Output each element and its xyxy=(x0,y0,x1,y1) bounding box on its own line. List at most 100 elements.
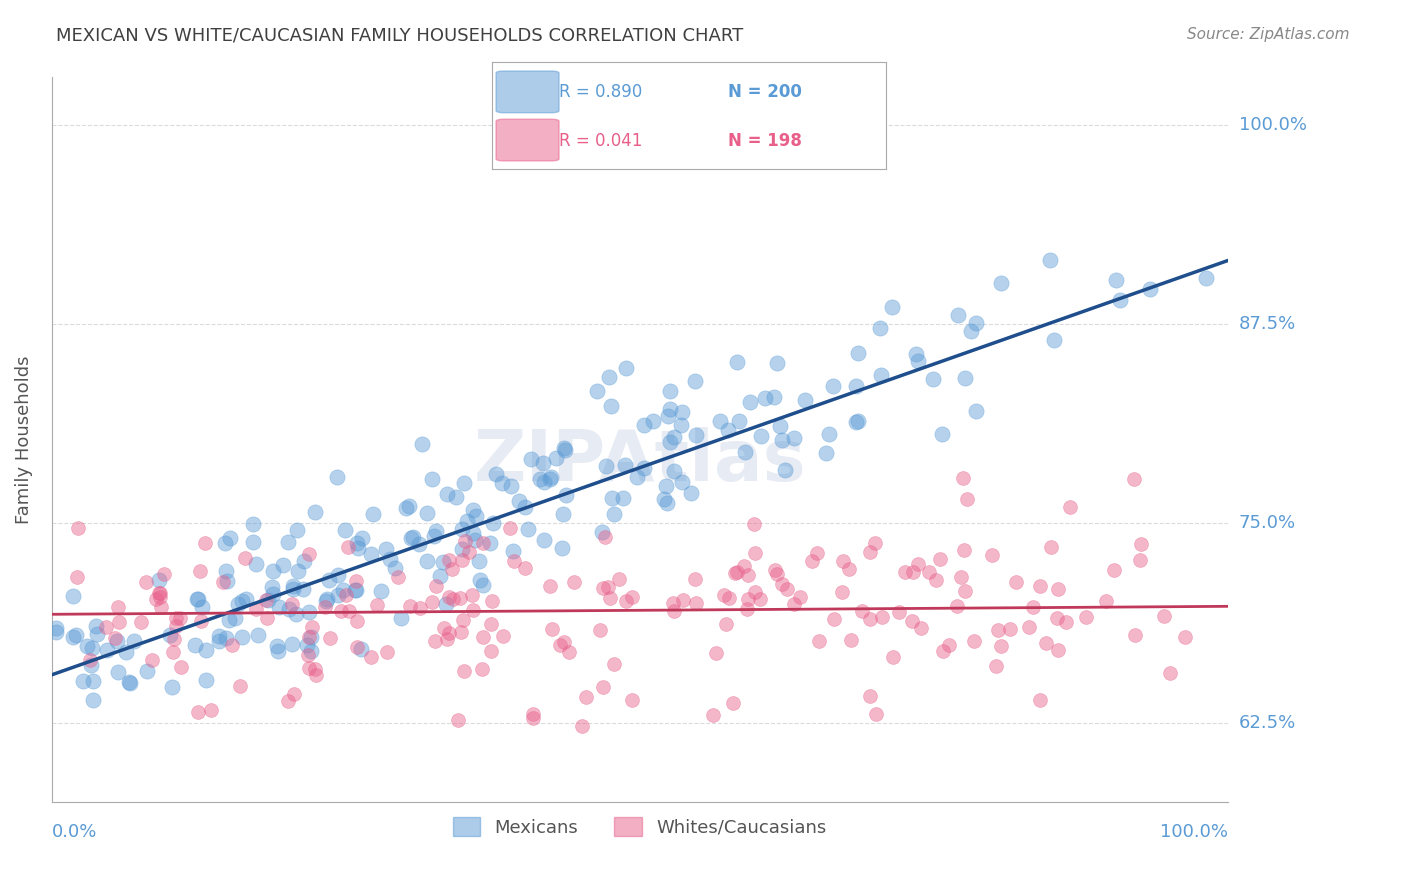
Point xyxy=(1094,594,1116,608)
Point xyxy=(453,476,475,491)
Point xyxy=(409,600,432,615)
Point xyxy=(540,471,562,485)
Point xyxy=(350,532,373,546)
Point xyxy=(655,479,678,493)
Point xyxy=(709,414,731,428)
Point xyxy=(224,610,246,624)
Point xyxy=(346,615,368,629)
Point xyxy=(461,526,484,541)
Point xyxy=(273,558,295,573)
Point xyxy=(281,637,304,651)
Point xyxy=(846,346,869,360)
Point xyxy=(782,597,804,611)
Point xyxy=(301,644,323,658)
Legend: Mexicans, Whites/Caucasians: Mexicans, Whites/Caucasians xyxy=(446,810,834,844)
Point xyxy=(262,564,284,578)
Point xyxy=(718,591,741,606)
Point xyxy=(219,531,242,545)
Point xyxy=(952,470,974,484)
Point xyxy=(434,597,457,611)
Point xyxy=(950,570,973,584)
Point xyxy=(918,565,941,579)
Point xyxy=(215,564,238,578)
Point xyxy=(641,414,664,428)
Point xyxy=(499,520,522,534)
Point xyxy=(184,638,207,652)
Point xyxy=(603,507,626,521)
Point xyxy=(440,562,463,576)
Point xyxy=(94,619,117,633)
Point xyxy=(685,597,707,611)
Point xyxy=(887,605,910,619)
Point xyxy=(479,616,502,631)
Point xyxy=(194,642,217,657)
Point xyxy=(159,628,181,642)
Point xyxy=(806,547,828,561)
Point xyxy=(907,558,929,572)
Point xyxy=(662,596,685,610)
Point xyxy=(522,711,544,725)
Point xyxy=(247,628,270,642)
Point xyxy=(335,588,357,602)
Point xyxy=(990,639,1012,653)
Point xyxy=(266,640,288,654)
Point xyxy=(540,469,562,483)
Point xyxy=(794,393,817,408)
Point xyxy=(266,644,288,658)
Point xyxy=(846,415,869,429)
Point xyxy=(859,690,882,704)
Point xyxy=(451,542,474,557)
Point xyxy=(965,404,987,418)
Point xyxy=(214,536,236,550)
Point xyxy=(681,485,703,500)
Point xyxy=(200,703,222,717)
Text: 87.5%: 87.5% xyxy=(1239,316,1296,334)
Text: N = 198: N = 198 xyxy=(728,132,803,150)
Point xyxy=(725,566,748,580)
Point xyxy=(738,394,761,409)
Point xyxy=(599,399,621,413)
Point xyxy=(592,581,614,595)
Point xyxy=(845,416,868,430)
Point xyxy=(685,428,707,442)
Point xyxy=(770,577,793,591)
Point xyxy=(188,564,211,578)
Point xyxy=(751,429,773,443)
Point xyxy=(170,660,193,674)
Text: 75.0%: 75.0% xyxy=(1239,515,1296,533)
Point xyxy=(256,611,278,625)
Point xyxy=(859,612,882,626)
Point xyxy=(347,541,370,555)
Point xyxy=(953,371,976,385)
Point xyxy=(226,597,249,611)
Point xyxy=(267,600,290,615)
Point xyxy=(1104,563,1126,577)
Point xyxy=(254,593,277,607)
Point xyxy=(211,575,233,590)
Point xyxy=(1123,627,1146,641)
Point xyxy=(398,499,420,513)
Point xyxy=(744,546,766,560)
Point xyxy=(160,681,183,695)
Point xyxy=(789,590,811,604)
Point xyxy=(953,584,976,599)
Point xyxy=(859,544,882,558)
FancyBboxPatch shape xyxy=(496,71,560,112)
Point xyxy=(783,431,806,445)
Point xyxy=(231,594,253,608)
Point xyxy=(1195,271,1218,285)
Point xyxy=(612,491,634,506)
Point xyxy=(662,464,685,478)
Point xyxy=(344,582,367,597)
Point xyxy=(744,584,766,599)
Point xyxy=(749,591,772,606)
Point xyxy=(713,588,735,602)
Point xyxy=(441,591,464,606)
Point xyxy=(150,599,173,614)
Point xyxy=(79,653,101,667)
Point xyxy=(120,675,142,690)
Point xyxy=(1123,471,1146,485)
Point xyxy=(145,592,167,607)
Point xyxy=(515,561,537,575)
Point xyxy=(1046,611,1069,625)
